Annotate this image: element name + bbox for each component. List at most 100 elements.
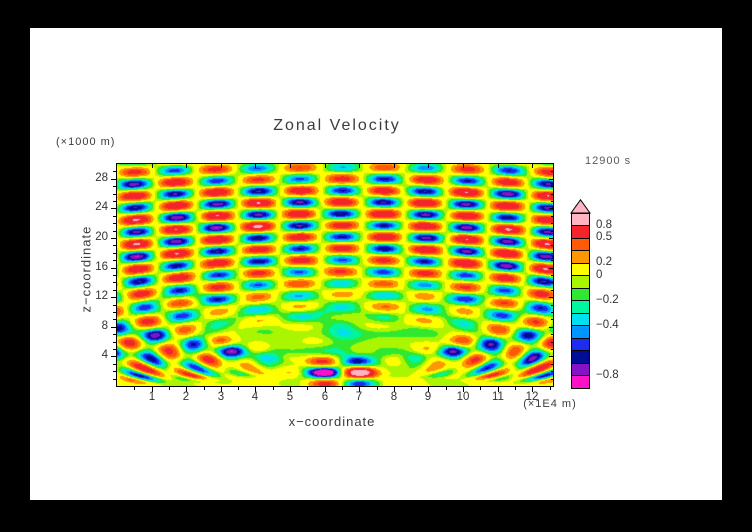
y-minor-tick <box>113 305 116 306</box>
y-minor-tick <box>113 312 116 313</box>
y-right-tick <box>550 379 553 380</box>
x-minor-tick <box>238 387 239 390</box>
x-tick-label: 9 <box>424 391 432 403</box>
y-tick-label: 24 <box>95 201 108 213</box>
colorbar-box <box>571 262 590 276</box>
x-top-tick <box>325 164 326 168</box>
x-tick-label: 12 <box>525 391 539 403</box>
x-major-tick <box>359 387 360 392</box>
y-minor-tick <box>113 290 116 291</box>
x-major-tick <box>325 387 326 392</box>
x-minor-tick <box>480 387 481 390</box>
y-major-tick <box>111 179 116 180</box>
colorbar-box <box>571 237 590 251</box>
y-minor-tick <box>113 275 116 276</box>
y-right-tick <box>550 282 553 283</box>
y-right-tick <box>549 297 553 298</box>
x-minor-tick <box>273 387 274 390</box>
x-minor-tick <box>550 387 551 390</box>
x-minor-tick <box>446 387 447 390</box>
x-top-tick <box>428 164 429 168</box>
x-top-tick <box>498 164 499 168</box>
y-minor-tick <box>113 253 116 254</box>
y-minor-tick <box>113 201 116 202</box>
colorbar-tick-label: −0.4 <box>596 318 619 331</box>
x-minor-tick <box>204 387 205 390</box>
y-right-tick <box>550 290 553 291</box>
y-right-tick <box>550 364 553 365</box>
y-axis-unit: (×1000 m) <box>56 136 116 148</box>
x-tick-label: 3 <box>217 391 225 403</box>
y-right-tick <box>549 327 553 328</box>
y-tick-label: 4 <box>101 349 108 361</box>
x-tick-label: 2 <box>182 391 190 403</box>
x-top-tick <box>463 164 464 168</box>
y-tick-label: 28 <box>95 172 108 184</box>
x-top-tick <box>394 164 395 168</box>
y-minor-tick <box>113 319 116 320</box>
x-tick-label: 4 <box>251 391 259 403</box>
y-right-tick <box>550 319 553 320</box>
x-axis-unit: (×1E4 m) <box>523 398 577 410</box>
plot-title: Zonal Velocity <box>273 117 401 134</box>
y-right-tick <box>550 334 553 335</box>
y-major-tick <box>111 356 116 357</box>
colorbar-box <box>571 212 590 226</box>
x-tick-label: 11 <box>492 391 504 403</box>
x-major-tick <box>152 387 153 392</box>
x-top-tick <box>186 164 187 168</box>
colorbar-box <box>571 250 590 264</box>
y-minor-tick <box>113 371 116 372</box>
colorbar-box <box>571 375 590 389</box>
x-tick-label: 8 <box>390 391 398 403</box>
y-right-tick <box>550 342 553 343</box>
y-right-tick <box>550 216 553 217</box>
x-tick-label: 7 <box>355 391 363 403</box>
x-axis-label: x−coordinate <box>288 414 376 429</box>
x-minor-tick <box>515 387 516 390</box>
y-minor-tick <box>113 171 116 172</box>
y-right-tick <box>550 186 553 187</box>
heatmap-canvas <box>117 164 553 386</box>
y-major-tick <box>111 208 116 209</box>
plot-area <box>116 163 554 387</box>
x-major-tick <box>186 387 187 392</box>
y-right-tick <box>550 371 553 372</box>
y-minor-tick <box>113 260 116 261</box>
y-minor-tick <box>113 364 116 365</box>
x-major-tick <box>428 387 429 392</box>
colorbar-tick-label: −0.2 <box>596 293 619 306</box>
x-major-tick <box>290 387 291 392</box>
y-minor-tick <box>113 194 116 195</box>
y-right-tick <box>549 356 553 357</box>
y-minor-tick <box>113 223 116 224</box>
y-right-tick <box>550 231 553 232</box>
y-minor-tick <box>113 282 116 283</box>
y-right-tick <box>550 171 553 172</box>
y-right-tick <box>550 275 553 276</box>
y-right-tick <box>550 260 553 261</box>
y-minor-tick <box>113 216 116 217</box>
y-right-tick <box>550 349 553 350</box>
y-right-tick <box>550 312 553 313</box>
x-top-tick <box>152 164 153 168</box>
y-major-tick <box>111 268 116 269</box>
y-minor-tick <box>113 334 116 335</box>
x-major-tick <box>394 387 395 392</box>
colorbar-tick-label: 0.5 <box>596 231 612 243</box>
x-tick-label: 6 <box>321 391 329 403</box>
colorbar-box <box>571 350 590 364</box>
y-major-tick <box>111 297 116 298</box>
x-top-tick <box>290 164 291 168</box>
y-right-tick <box>549 208 553 209</box>
x-tick-label: 5 <box>286 391 294 403</box>
y-minor-tick <box>113 349 116 350</box>
y-right-tick <box>549 179 553 180</box>
x-major-tick <box>255 387 256 392</box>
x-top-tick <box>255 164 256 168</box>
colorbar-box <box>571 287 590 301</box>
x-top-tick <box>359 164 360 168</box>
x-top-tick <box>532 164 533 168</box>
x-minor-tick <box>342 387 343 390</box>
